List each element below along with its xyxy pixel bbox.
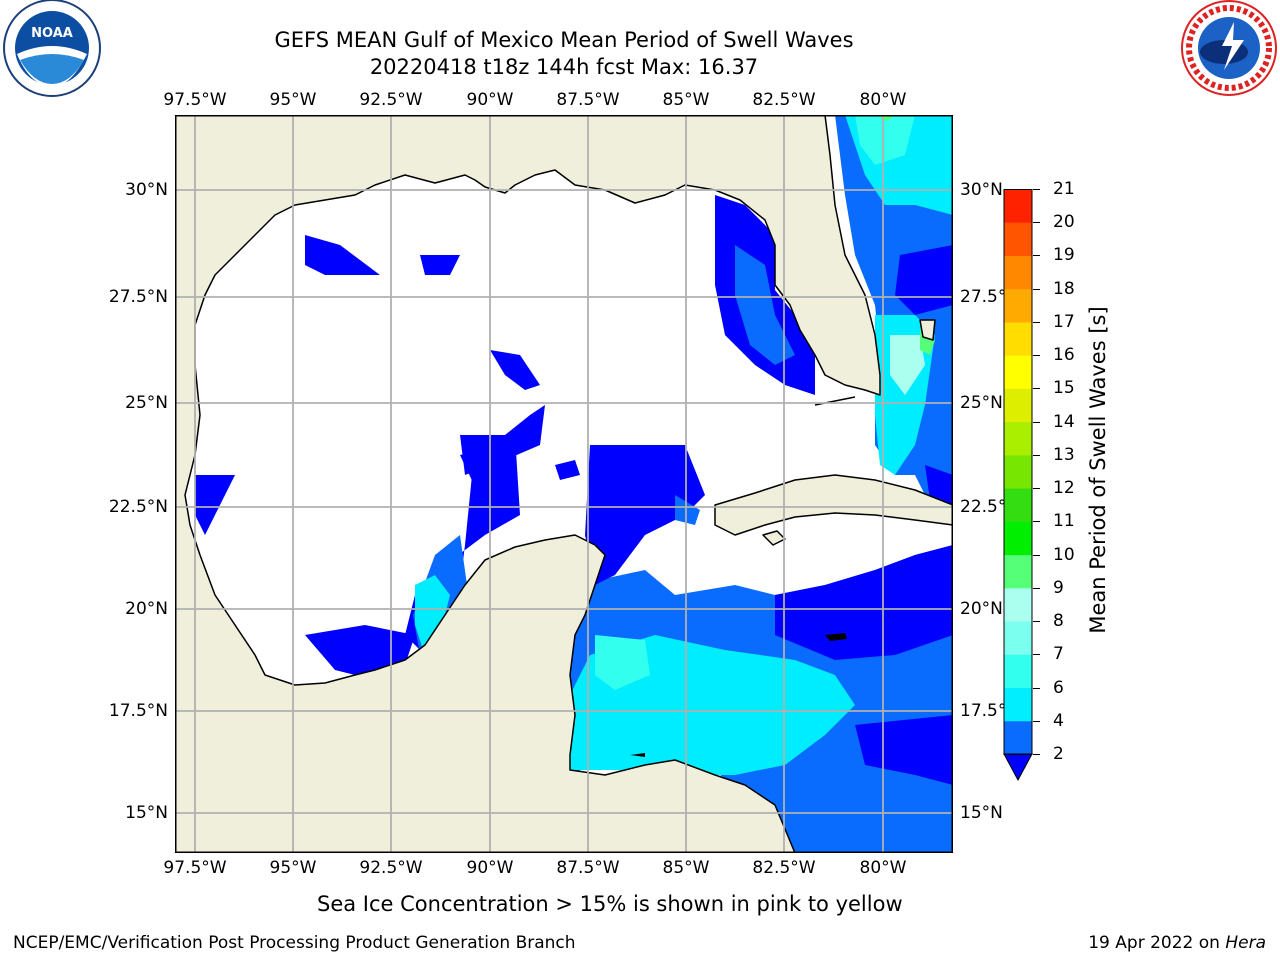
colorbar-tick-mark (1033, 687, 1040, 689)
lon-tick-top: 95°W (269, 90, 317, 110)
colorbar-tick-mark (1033, 222, 1040, 224)
colorbar-segment (1004, 189, 1032, 223)
lat-tick-right: 15°N (960, 803, 1003, 823)
footer-date-text: 19 Apr 2022 on (1088, 933, 1226, 953)
lat-tick-left: 30°N (125, 180, 168, 200)
graticule (175, 115, 953, 853)
footer-credit: NCEP/EMC/Verification Post Processing Pr… (13, 933, 576, 953)
lon-tick-top: 80°W (859, 90, 907, 110)
colorbar-tick-label: 21 (1053, 179, 1075, 199)
lat-tick-left: 25°N (125, 393, 168, 413)
lon-tick-top: 85°W (662, 90, 710, 110)
colorbar-tick-label: 10 (1053, 544, 1075, 565)
colorbar-segment (1004, 720, 1032, 755)
colorbar-segment (1004, 488, 1032, 522)
lon-tick-top: 92.5°W (359, 90, 423, 110)
colorbar-label: Mean Period of Swell Waves [s] (1086, 306, 1110, 634)
nws-logo (1178, 0, 1280, 100)
colorbar-tick-mark (1033, 454, 1040, 456)
colorbar-tick-mark (1033, 355, 1040, 357)
lat-tick-left: 22.5°N (108, 497, 168, 517)
lon-tick-bottom: 90°W (466, 858, 514, 878)
lon-tick-bottom: 92.5°W (359, 858, 423, 878)
noaa-logo-text: NOAA (31, 26, 73, 41)
colorbar-segment (1004, 288, 1032, 323)
lon-tick-bottom: 85°W (662, 858, 710, 878)
colorbar (1003, 189, 1035, 782)
colorbar-segment (1004, 222, 1032, 256)
colorbar-tick-mark (1033, 189, 1040, 190)
lon-tick-bottom: 82.5°W (752, 858, 816, 878)
colorbar-segment (1004, 321, 1032, 356)
colorbar-segment (1004, 355, 1032, 389)
lon-tick-top: 87.5°W (556, 90, 620, 110)
colorbar-tick-label: 9 (1053, 577, 1064, 598)
colorbar-tick-label: 17 (1053, 311, 1075, 332)
colorbar-tick-mark (1033, 521, 1040, 523)
colorbar-tick-mark (1033, 488, 1040, 490)
colorbar-segment (1004, 454, 1032, 489)
colorbar-tick-label: 4 (1053, 710, 1064, 731)
lon-tick-bottom: 95°W (269, 858, 317, 878)
colorbar-tick-label: 12 (1053, 478, 1075, 499)
colorbar-tick-label: 13 (1053, 444, 1075, 465)
lat-tick-left: 17.5°N (108, 701, 168, 721)
colorbar-segment (1004, 587, 1032, 622)
colorbar-frame (1003, 189, 1033, 755)
colorbar-tick-label: 16 (1053, 345, 1075, 366)
colorbar-tick-mark (1033, 621, 1040, 623)
colorbar-tick-mark (1033, 587, 1040, 589)
colorbar-tick-mark (1033, 388, 1040, 390)
lat-tick-left: 27.5°N (108, 287, 168, 307)
colorbar-tick-mark (1033, 654, 1040, 656)
colorbar-tick-label: 15 (1053, 378, 1075, 399)
colorbar-tick-mark (1033, 554, 1040, 556)
colorbar-tick-label: 7 (1053, 644, 1064, 665)
footer-host: Hera (1225, 933, 1266, 953)
lon-tick-bottom: 80°W (859, 858, 907, 878)
colorbar-segment (1004, 621, 1032, 655)
chart-subtitle: 20220418 t18z 144h fcst Max: 16.37 (369, 55, 759, 79)
colorbar-segment (1004, 255, 1032, 290)
colorbar-tick-label: 18 (1053, 278, 1075, 299)
colorbar-tick-mark (1033, 255, 1040, 257)
lon-tick-top: 90°W (466, 90, 514, 110)
lat-tick-left: 20°N (125, 599, 168, 619)
chart-title: GEFS MEAN Gulf of Mexico Mean Period of … (274, 28, 854, 52)
land (175, 115, 953, 853)
colorbar-tick-label: 14 (1053, 411, 1075, 432)
colorbar-tick-label: 11 (1053, 511, 1075, 532)
lon-tick-top: 97.5°W (163, 90, 227, 110)
colorbar-segment (1004, 388, 1032, 423)
map-panel (175, 115, 953, 853)
colorbar-tick-mark (1033, 321, 1040, 323)
colorbar-tick-mark (1033, 754, 1040, 755)
colorbar-tick-label: 8 (1053, 611, 1064, 632)
colorbar-tick-mark (1033, 421, 1040, 423)
noaa-logo: NOAA (0, 0, 105, 100)
colorbar-tick-mark (1033, 288, 1040, 290)
lat-tick-right: 30°N (960, 180, 1003, 200)
colorbar-under-extension (1003, 753, 1033, 782)
colorbar-tick-label: 20 (1053, 212, 1075, 233)
map-frame (175, 115, 953, 853)
colorbar-segment (1004, 421, 1032, 456)
colorbar-segment (1004, 554, 1032, 589)
colorbar-tick-label: 2 (1053, 744, 1064, 764)
footer-date: 19 Apr 2022 on Hera (1088, 933, 1266, 953)
colorbar-segment (1004, 687, 1032, 722)
lon-tick-bottom: 97.5°W (163, 858, 227, 878)
lat-tick-right: 20°N (960, 599, 1003, 619)
lon-tick-top: 82.5°W (752, 90, 816, 110)
colorbar-segment (1004, 521, 1032, 556)
colorbar-tick-label: 19 (1053, 245, 1075, 266)
colorbar-tick-mark (1033, 720, 1040, 722)
sea-ice-caption: Sea Ice Concentration > 15% is shown in … (317, 892, 903, 916)
lat-tick-right: 25°N (960, 393, 1003, 413)
lat-tick-left: 15°N (125, 803, 168, 823)
colorbar-tick-label: 6 (1053, 677, 1064, 698)
colorbar-segment (1004, 654, 1032, 689)
lon-tick-bottom: 87.5°W (556, 858, 620, 878)
